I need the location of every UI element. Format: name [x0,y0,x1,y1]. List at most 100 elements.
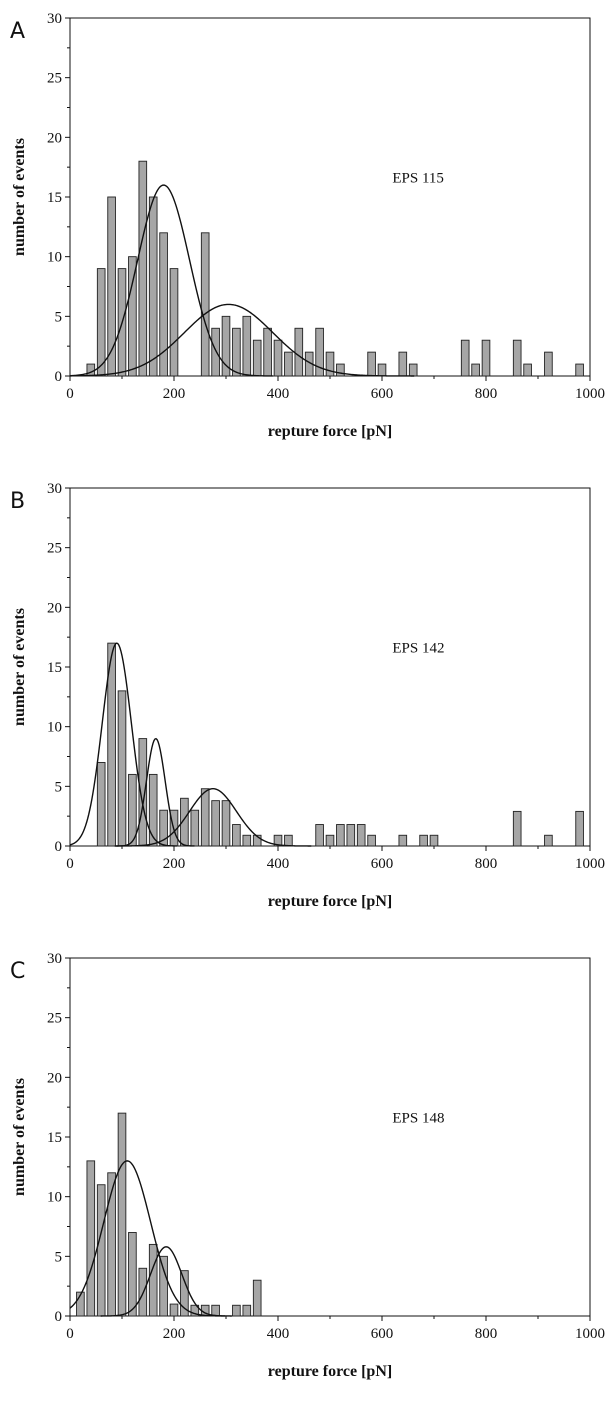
gaussian-fit-curve [100,1246,232,1317]
y-tick-label: 25 [47,541,62,557]
histogram-bar [252,1279,262,1317]
plot-frame [69,957,591,1317]
histogram-bar [211,800,220,847]
plot-frame [69,17,591,377]
y-axis-title: number of events [11,1078,28,1196]
histogram-bar [377,363,387,377]
y-axis-title: number of events [11,138,28,256]
histogram-bar [544,351,553,377]
x-axis-title: repture force [pN] [268,893,392,910]
histogram-bar [575,810,584,847]
histogram-bar [86,363,96,377]
x-tick-label: 0 [66,856,74,872]
histogram-bar [471,363,480,377]
x-tick-label: 800 [475,856,498,872]
y-tick-label: 5 [55,1249,63,1265]
histogram-bar [180,1270,189,1317]
x-tick-label: 200 [163,386,186,402]
x-tick-label: 800 [475,386,498,402]
histogram-bar [117,1112,127,1317]
x-tick-label: 400 [267,856,290,872]
histogram-bar [211,1304,220,1317]
y-tick-label: 0 [55,1309,63,1325]
x-tick-label: 600 [371,1326,394,1342]
histogram-bar [128,1232,137,1317]
histogram-bar [200,232,210,377]
histogram-bar [419,834,428,847]
panel-label: B [10,489,25,514]
histogram-bar [325,351,335,377]
histogram-bar [76,1291,85,1317]
x-tick-label: 600 [371,386,394,402]
sample-annotation: EPS 142 [392,641,444,657]
panel-c: C 0 5 10 15 20 25 30 0 200 400 600 800 1000 repture fo… [0,940,612,1410]
sample-annotation: EPS 148 [392,1111,444,1127]
y-tick-label: 5 [55,309,63,325]
histogram-bar [512,339,522,377]
histogram-bar [408,363,418,377]
histogram-bar [273,339,283,377]
histogram-bar [86,1160,96,1317]
histogram-bar [336,824,345,847]
y-tick-label: 20 [47,130,62,146]
histogram-bar [232,1304,241,1317]
bar-group [96,642,584,847]
bar-group [86,160,584,377]
gaussian-fit-curve [69,184,273,377]
histogram-bar [544,834,553,847]
histogram-bar [315,327,324,377]
histogram-bar [294,327,304,377]
histogram-bar [252,834,262,847]
histogram-bar [367,351,376,377]
histogram-bar [263,327,272,377]
histogram-bar [232,327,241,377]
y-tick-label: 15 [47,660,62,676]
histogram-bar [481,339,491,377]
x-tick-label: 600 [371,856,394,872]
histogram-bar [159,232,168,377]
panel-a: A 0 5 10 15 20 25 30 0 200 400 600 800 1000 repture fo… [0,0,612,470]
histogram-bar [242,1304,252,1317]
gaussian-fit-curve [114,788,312,847]
histogram-bar [117,690,127,847]
histogram-bar [336,363,345,377]
histogram-bar [148,773,158,847]
histogram-bar [398,351,408,377]
histogram-bar [159,809,168,847]
y-tick-label: 20 [47,600,62,616]
y-tick-label: 25 [47,1011,62,1027]
y-tick-label: 10 [47,1190,62,1206]
histogram-bar [169,268,179,377]
histogram-bar [200,788,210,847]
sample-annotation: EPS 115 [392,171,444,187]
x-tick-label: 0 [66,1326,74,1342]
histogram-bar [325,834,335,847]
y-tick-label: 10 [47,720,62,736]
y-tick-label: 20 [47,1070,62,1086]
histogram-bar [96,762,106,847]
y-tick-label: 15 [47,1130,62,1146]
histogram-bar [284,834,293,847]
gaussian-fit-curve [116,737,195,847]
gaussian-fit-curve [69,642,178,847]
histogram-bar [107,196,116,377]
histogram-chart: B 0 5 10 15 20 25 30 0 200 400 600 800 1000 repture fo… [10,481,605,910]
histogram-bar [96,1184,106,1317]
panel-label: C [10,959,25,984]
x-tick-label: 400 [267,386,290,402]
histogram-bar [356,824,366,847]
gaussian-fit-curve [69,303,415,377]
y-tick-label: 30 [47,11,62,27]
histogram-bar [190,1304,200,1317]
panel-label: A [10,19,25,44]
histogram-bar [159,1255,168,1317]
histogram-bar [315,824,324,847]
histogram-bar [429,834,439,847]
x-axis-title: repture force [pN] [268,1363,392,1380]
histogram-bar [460,339,470,377]
x-axis-title: repture force [pN] [268,423,392,440]
gaussian-fit-curve [69,1160,225,1317]
x-tick-label: 0 [66,386,74,402]
y-tick-label: 5 [55,779,63,795]
y-tick-label: 30 [47,951,62,967]
